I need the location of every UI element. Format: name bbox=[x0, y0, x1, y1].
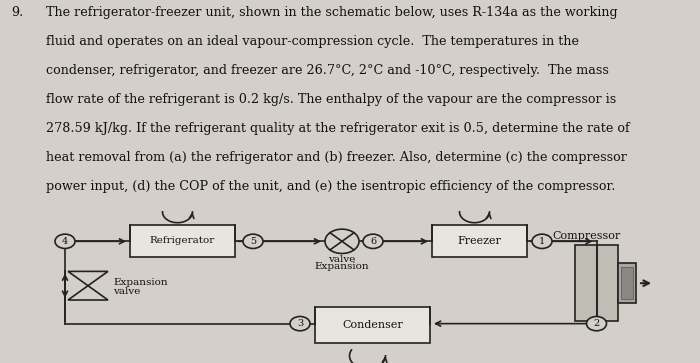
Text: power input, (d) the COP of the unit, and (e) the isentropic efficiency of the c: power input, (d) the COP of the unit, an… bbox=[46, 180, 615, 193]
Text: 2: 2 bbox=[594, 319, 600, 328]
Bar bbox=[575, 245, 618, 322]
Text: 5: 5 bbox=[250, 237, 256, 246]
Text: 278.59 kJ/kg. If the refrigerant quality at the refrigerator exit is 0.5, determ: 278.59 kJ/kg. If the refrigerant quality… bbox=[46, 122, 629, 135]
Text: Compressor: Compressor bbox=[552, 231, 621, 241]
Text: valve: valve bbox=[113, 287, 141, 296]
Text: 9.: 9. bbox=[11, 7, 24, 20]
Text: flow rate of the refrigerant is 0.2 kg/s. The enthalpy of the vapour are the com: flow rate of the refrigerant is 0.2 kg/s… bbox=[46, 93, 616, 106]
Text: heat removal from (a) the refrigerator and (b) freezer. Also, determine (c) the : heat removal from (a) the refrigerator a… bbox=[46, 151, 626, 164]
Bar bbox=[315, 307, 430, 343]
Text: Freezer: Freezer bbox=[458, 236, 501, 246]
Bar bbox=[432, 225, 527, 257]
Text: fluid and operates on an ideal vapour-compression cycle.  The temperatures in th: fluid and operates on an ideal vapour-co… bbox=[46, 35, 578, 48]
Circle shape bbox=[243, 234, 263, 249]
Bar bbox=[621, 268, 633, 299]
Text: condenser, refrigerator, and freezer are 26.7°C, 2°C and -10°C, respectively.  T: condenser, refrigerator, and freezer are… bbox=[46, 64, 608, 77]
Text: Expansion: Expansion bbox=[113, 278, 167, 287]
Text: Condenser: Condenser bbox=[342, 320, 403, 330]
Text: 6: 6 bbox=[370, 237, 376, 246]
Text: Expansion: Expansion bbox=[315, 262, 370, 271]
Text: 1: 1 bbox=[539, 237, 545, 246]
Circle shape bbox=[587, 317, 606, 331]
Circle shape bbox=[55, 234, 75, 249]
Text: 4: 4 bbox=[62, 237, 68, 246]
Text: 3: 3 bbox=[297, 319, 303, 328]
Circle shape bbox=[290, 317, 310, 331]
Text: The refrigerator-freezer unit, shown in the schematic below, uses R-134a as the : The refrigerator-freezer unit, shown in … bbox=[46, 7, 617, 20]
Circle shape bbox=[363, 234, 383, 249]
Bar bbox=[130, 225, 235, 257]
Circle shape bbox=[325, 229, 359, 253]
Text: valve: valve bbox=[328, 255, 356, 264]
Text: Refrigerator: Refrigerator bbox=[150, 236, 215, 245]
Circle shape bbox=[532, 234, 552, 249]
Bar bbox=[618, 263, 636, 303]
